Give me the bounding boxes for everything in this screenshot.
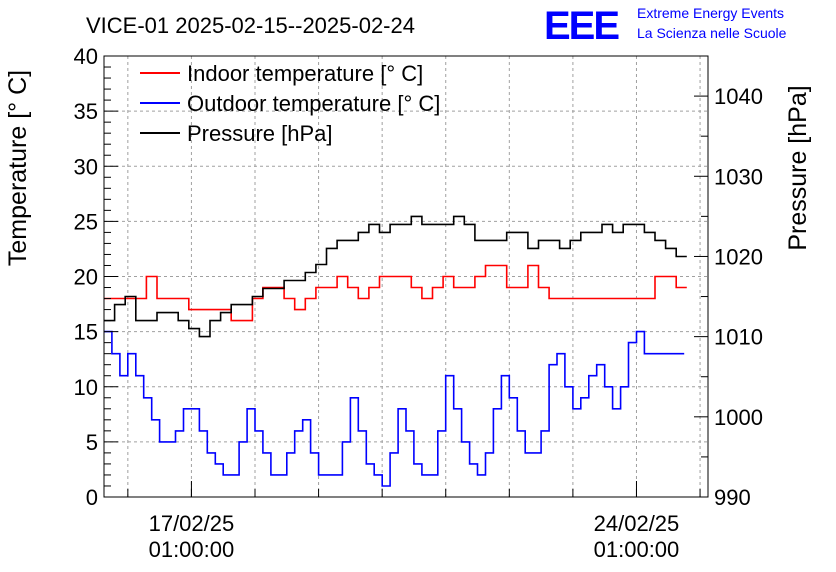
series-layer (104, 215, 687, 487)
legend-label: Indoor temperature [° C] (187, 61, 423, 86)
y2-tick-label: 990 (714, 485, 751, 510)
y2-tick-label: 1020 (714, 244, 763, 269)
legend-label: Outdoor temperature [° C] (187, 91, 440, 116)
x-tick-date: 17/02/25 (149, 511, 235, 536)
y2-tick-label: 1010 (714, 325, 763, 350)
y-tick-label: 20 (74, 265, 98, 290)
y-tick-label: 5 (86, 430, 98, 455)
y-tick-label: 25 (74, 209, 98, 234)
eee-logo: EEE Extreme Energy Events La Scienza nel… (544, 4, 787, 48)
logo-letters: EEE (544, 4, 619, 48)
y-tick-label: 0 (86, 485, 98, 510)
x-tick-time: 01:00:00 (594, 537, 680, 562)
y2-axis-label: Pressure [hPa] (784, 85, 812, 250)
legend-label: Pressure [hPa] (187, 121, 333, 146)
y-tick-label: 30 (74, 154, 98, 179)
y-tick-label: 10 (74, 375, 98, 400)
logo-line-2: La Scienza nelle Scuole (637, 25, 787, 41)
y2-tick-label: 1000 (714, 405, 763, 430)
y-tick-label: 35 (74, 99, 98, 124)
indoor-temperature-line (104, 264, 687, 322)
logo-line-1: Extreme Energy Events (637, 5, 784, 21)
pressure-line (104, 215, 687, 338)
legend-item-pressure: Pressure [hPa] (140, 121, 333, 146)
x-tick-date: 24/02/25 (594, 511, 680, 536)
axes: 0 5 10 15 20 25 30 35 40 990 1000 1010 1020 1030 1040 1… (74, 44, 763, 562)
outdoor-temperature-line (104, 330, 685, 487)
legend-item-indoor: Indoor temperature [° C] (140, 61, 423, 86)
y2-tick-label: 1040 (714, 84, 763, 109)
legend-item-outdoor: Outdoor temperature [° C] (140, 91, 440, 116)
y-axis-label: Temperature [° C] (4, 70, 32, 266)
x-tick-time: 01:00:00 (149, 537, 235, 562)
y2-tick-label: 1030 (714, 164, 763, 189)
y-tick-label: 40 (74, 44, 98, 69)
y-tick-label: 15 (74, 320, 98, 345)
legend: Indoor temperature [° C] Outdoor temperat… (140, 61, 440, 146)
chart-title: VICE-01 2025-02-15--2025-02-24 (86, 13, 415, 38)
